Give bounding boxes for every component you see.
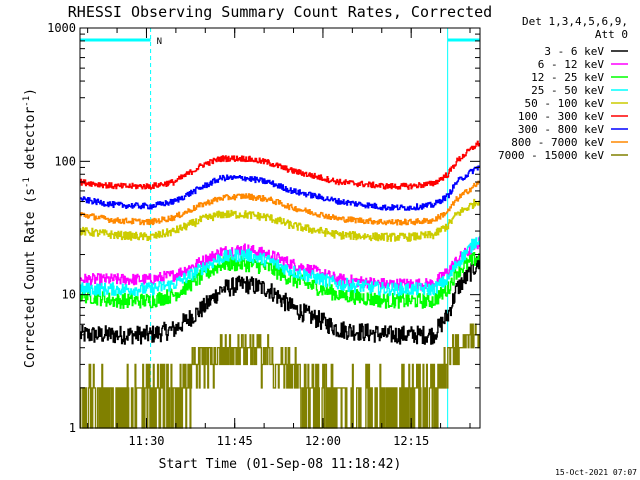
y-tick-label: 1000 bbox=[47, 21, 76, 35]
y-axis-label-main: Corrected Count Rate (s bbox=[23, 188, 38, 368]
x-tick-label: 12:15 bbox=[393, 434, 429, 448]
series-line-9 bbox=[79, 323, 480, 429]
x-tick-label: 11:45 bbox=[217, 434, 253, 448]
series-line-4 bbox=[79, 236, 481, 297]
series-line-6 bbox=[79, 140, 481, 190]
night-marker-label: N bbox=[157, 37, 162, 47]
x-axis-label: Start Time (01-Sep-08 11:18:42) bbox=[159, 457, 402, 472]
plot-area: N bbox=[79, 28, 481, 429]
y-axis-label-mid: detector bbox=[23, 107, 38, 178]
series-line-5 bbox=[79, 198, 481, 242]
legend-label-5: 50 - 100 keV bbox=[525, 97, 605, 110]
legend-label-6: 100 - 300 keV bbox=[518, 110, 604, 123]
series-line-2 bbox=[79, 237, 481, 291]
legend-label-2: 6 - 12 keV bbox=[538, 58, 605, 71]
legend-label-7: 300 - 800 keV bbox=[518, 123, 604, 136]
series-line-8 bbox=[79, 180, 481, 226]
series-line-1 bbox=[79, 256, 481, 345]
legend-label-3: 12 - 25 keV bbox=[531, 71, 604, 84]
y-axis-label-end: ) bbox=[23, 88, 38, 96]
axis-ticks: 1 10 100 1000 11:30 11:45 12:00 12:15 bbox=[47, 21, 480, 448]
x-tick-label: 11:30 bbox=[128, 434, 164, 448]
y-tick-label: 100 bbox=[54, 154, 76, 168]
y-axis-label: Corrected Count Rate (s-1 detector-1) bbox=[22, 88, 38, 368]
legend-label-4: 25 - 50 keV bbox=[531, 84, 604, 97]
timestamp: 15-Oct-2021 07:07 bbox=[555, 468, 637, 477]
series-line-7 bbox=[79, 165, 481, 211]
legend-header-line2: Att 0 bbox=[595, 28, 628, 41]
x-tick-label: 12:00 bbox=[305, 434, 341, 448]
y-tick-label: 10 bbox=[62, 288, 76, 302]
y-axis-label-exp1: -1 bbox=[22, 177, 32, 188]
plot-frame bbox=[79, 27, 481, 429]
legend-label-1: 3 - 6 keV bbox=[544, 45, 604, 58]
chart-title: RHESSI Observing Summary Count Rates, Co… bbox=[68, 3, 492, 21]
legend-label-8: 800 - 7000 keV bbox=[511, 136, 604, 149]
legend-header-line1: Det 1,3,4,5,6,9, bbox=[522, 15, 628, 28]
y-axis-label-exp2: -1 bbox=[22, 96, 32, 107]
y-tick-label: 1 bbox=[69, 421, 76, 435]
legend-label-9: 7000 - 15000 keV bbox=[498, 149, 604, 162]
